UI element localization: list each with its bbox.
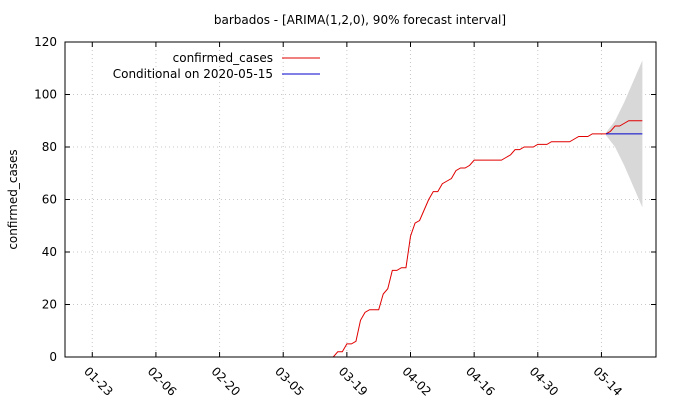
y-tick-label: 60 — [42, 193, 57, 207]
y-tick-label: 20 — [42, 298, 57, 312]
y-tick-label: 120 — [34, 35, 57, 49]
x-tick-label: 03-05 — [272, 364, 307, 399]
y-axis-label: confirmed_cases — [6, 149, 20, 249]
legend-label: confirmed_cases — [173, 51, 273, 65]
x-tick-label: 04-30 — [527, 364, 562, 399]
grid-layer — [65, 41, 656, 358]
series-line-confirmed-cases — [87, 120, 643, 358]
x-tick-label: 02-20 — [208, 364, 243, 399]
y-tick-label: 40 — [42, 245, 57, 259]
legend-label: Conditional on 2020-05-15 — [113, 67, 273, 81]
x-tick-label: 03-19 — [336, 364, 371, 399]
tick-layer: 0 20 40 60 80 100 120 01-23 02-06 02-20 03-05 03-19… — [34, 35, 656, 399]
legend: confirmed_cases Conditional on 2020-05-15 — [113, 51, 320, 81]
series-layer — [87, 120, 643, 358]
y-tick-label: 80 — [42, 140, 57, 154]
x-tick-label: 04-16 — [463, 364, 498, 399]
x-tick-label: 04-02 — [399, 364, 434, 399]
x-tick-label: 05-14 — [590, 364, 625, 399]
x-tick-label: 01-23 — [81, 364, 116, 399]
chart-title: barbados - [ARIMA(1,2,0), 90% forecast i… — [214, 13, 506, 27]
x-tick-label: 02-06 — [145, 364, 180, 399]
y-tick-label: 100 — [34, 88, 57, 102]
y-tick-label: 0 — [49, 350, 57, 364]
